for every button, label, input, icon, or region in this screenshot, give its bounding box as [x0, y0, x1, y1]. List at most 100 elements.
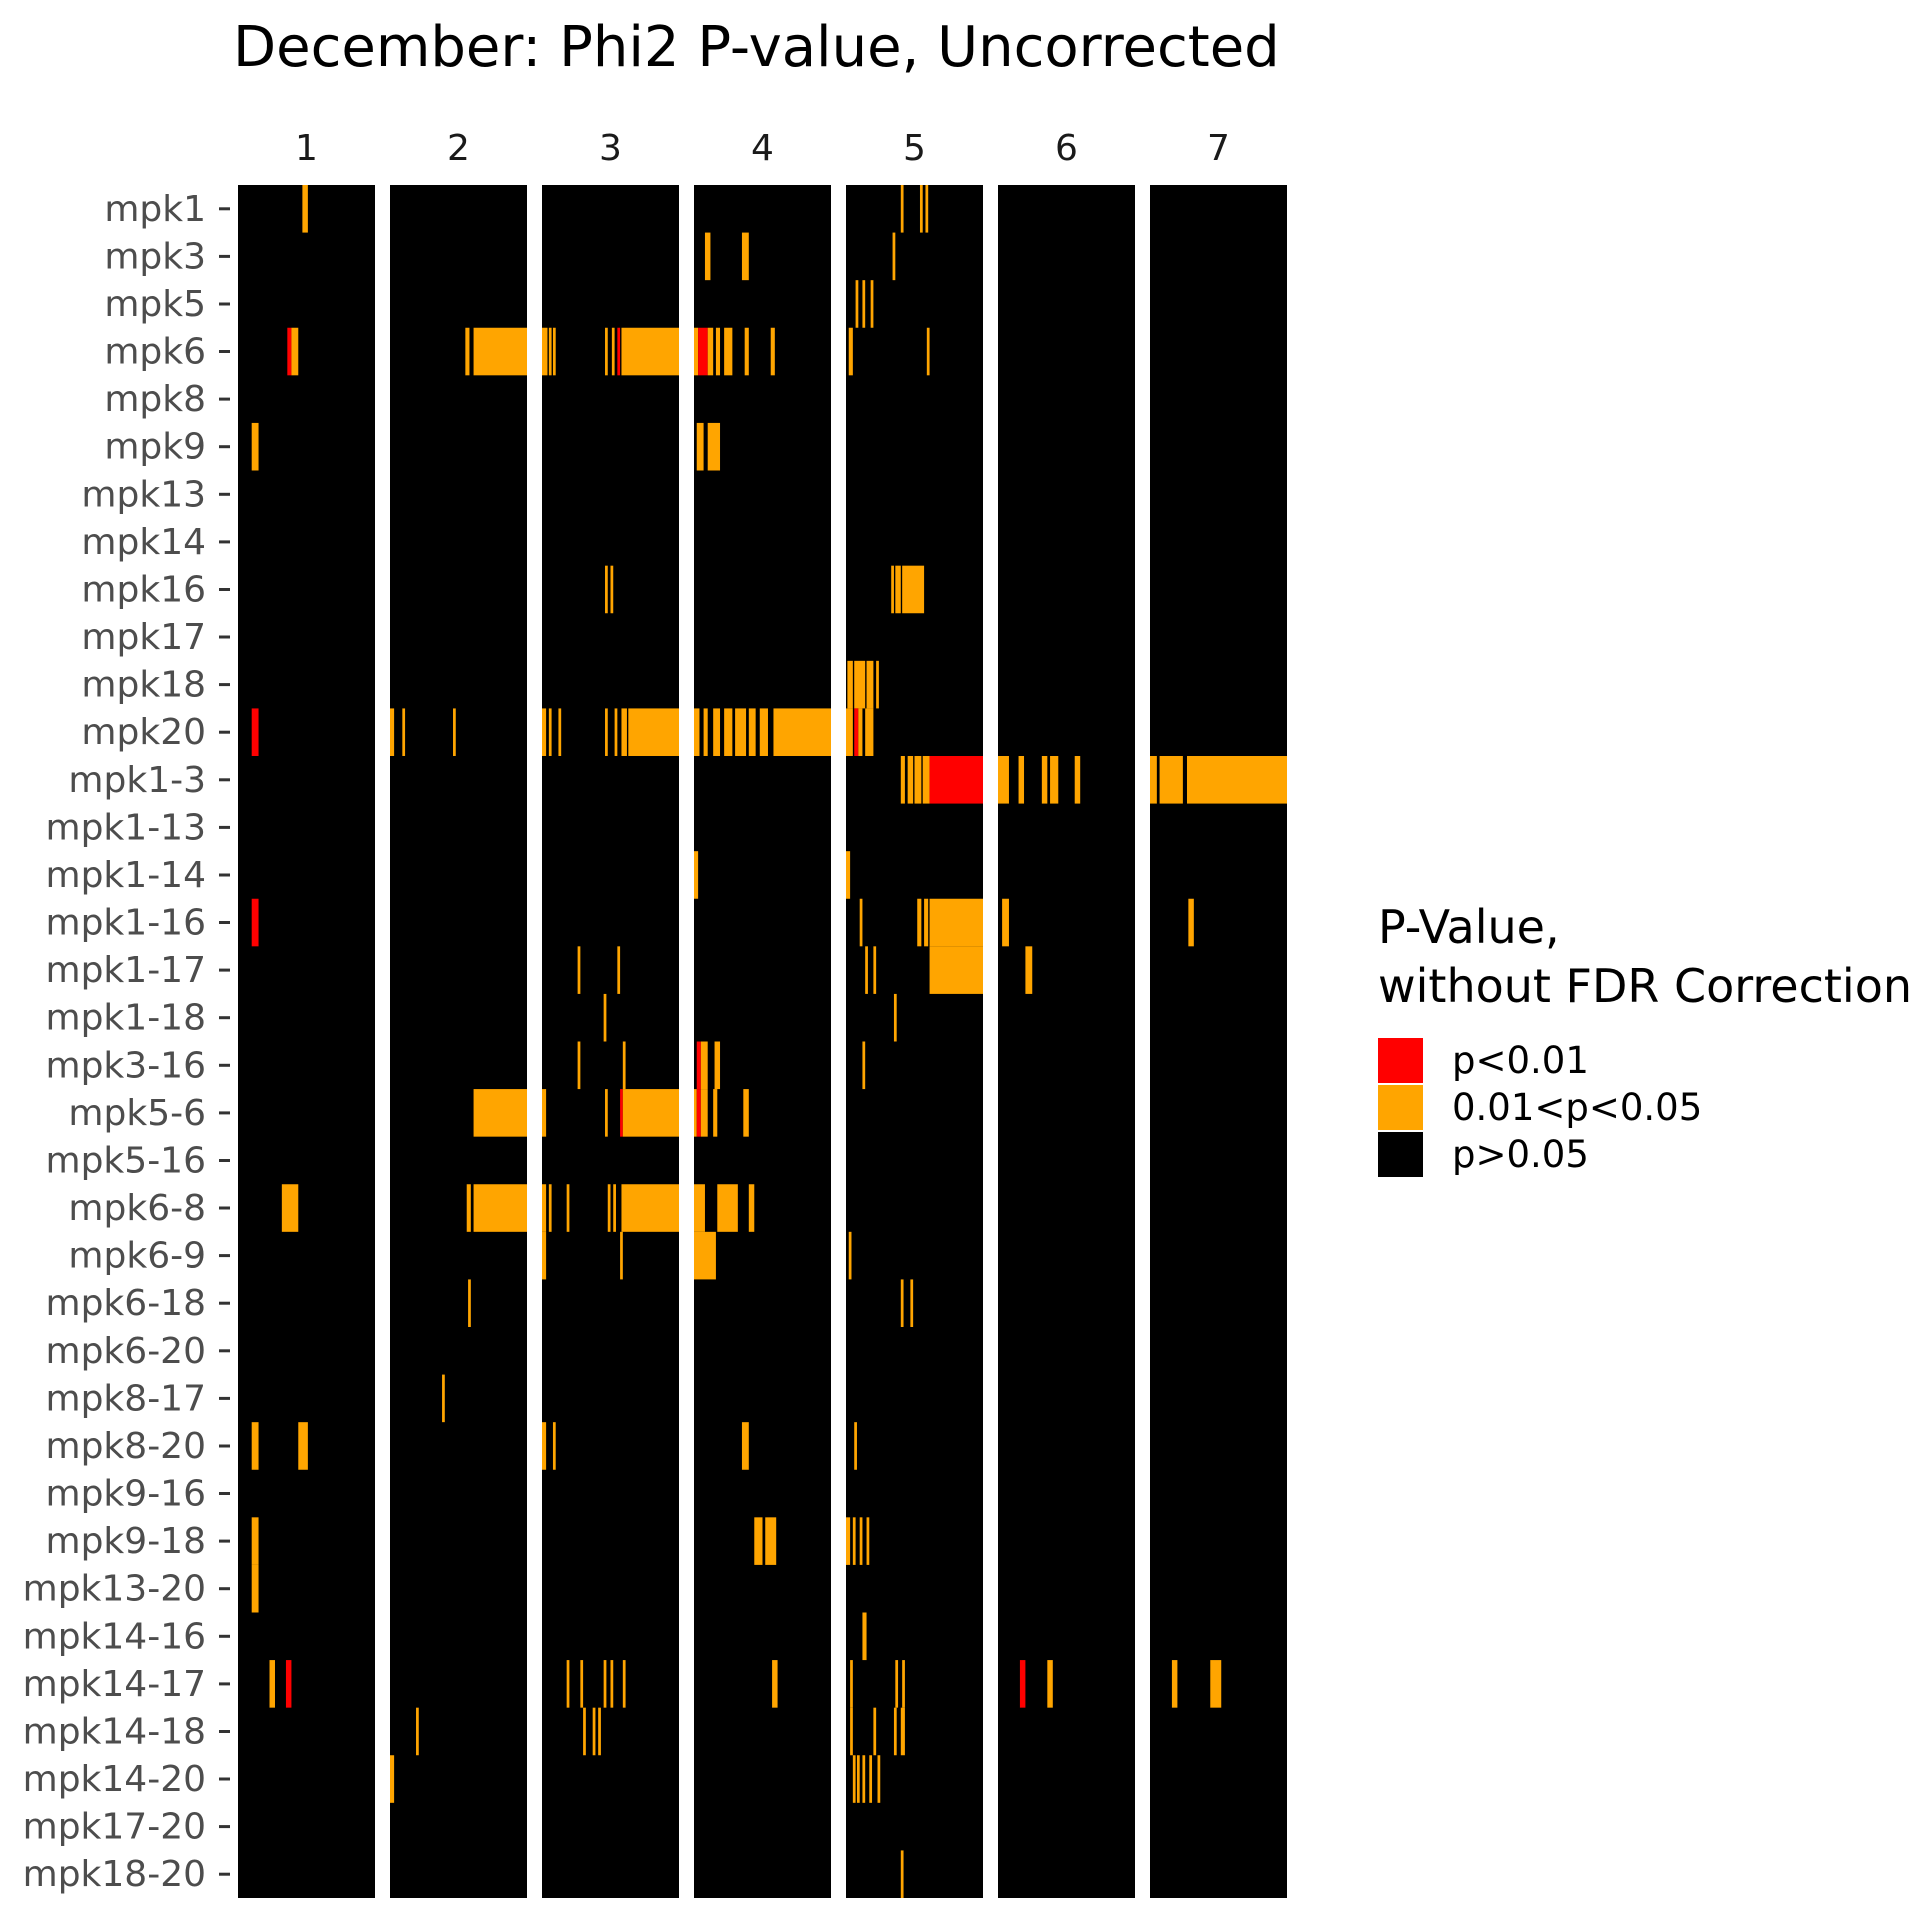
heatmap-cell	[900, 1279, 904, 1327]
heatmap-cell	[548, 1184, 552, 1232]
heatmap-cell	[713, 1089, 718, 1137]
heatmap-cell	[919, 185, 923, 233]
y-tick-label: mpk6-9	[68, 1236, 206, 1277]
heatmap-cell	[902, 565, 925, 614]
y-tick-label: mpk1-3	[68, 760, 206, 801]
heatmap-cell	[700, 1041, 708, 1090]
heatmap-cell	[281, 1184, 299, 1232]
y-tick-label: mpk14-18	[23, 1712, 206, 1753]
y-tick-label: mpk6	[104, 332, 206, 373]
heatmap-cell	[603, 993, 607, 1042]
heatmap-cell	[473, 1184, 527, 1232]
heatmap-cell	[770, 327, 775, 376]
y-tick-label: mpk5-16	[46, 1141, 206, 1182]
heatmap-cell	[850, 1707, 853, 1756]
heatmap-cell	[302, 185, 308, 233]
legend: P-Value, without FDR Correction p<0.010.…	[1378, 900, 1912, 1177]
heatmap-cell	[442, 1374, 445, 1423]
heatmap-cell	[856, 1755, 860, 1803]
heatmap-cell	[858, 708, 863, 756]
heatmap-cell	[251, 1517, 259, 1565]
facet-label: 5	[903, 128, 926, 169]
y-tick-label: mpk8-17	[46, 1378, 206, 1419]
y-tick-label: mpk1-14	[46, 855, 206, 896]
legend-label: p>0.05	[1452, 1133, 1589, 1176]
heatmap-cell	[580, 1660, 584, 1708]
facet-panel-7	[1150, 185, 1287, 1898]
heatmap-cell	[694, 1089, 697, 1137]
heatmap-cell	[754, 1517, 763, 1565]
heatmap-cell	[696, 422, 704, 471]
heatmap-cell	[848, 327, 853, 376]
heatmap-cell	[772, 1660, 778, 1708]
heatmap-cell	[251, 1422, 259, 1470]
heatmap-cell	[866, 660, 874, 709]
heatmap-cell	[694, 1231, 716, 1280]
heatmap-cell	[542, 1089, 547, 1137]
heatmap-cell	[1150, 756, 1157, 804]
heatmap-cell	[390, 1755, 395, 1803]
heatmap-cell	[854, 708, 859, 756]
heatmap-cell	[1002, 898, 1009, 947]
heatmap-cell	[892, 232, 896, 281]
heatmap-cell	[902, 1660, 905, 1708]
y-tick-label: mpk14-20	[23, 1759, 206, 1800]
heatmap-cell	[605, 327, 608, 376]
heatmap-cell	[865, 708, 874, 756]
heatmap-cell	[855, 280, 859, 328]
heatmap-cell	[577, 946, 581, 994]
heatmap-cell	[251, 1564, 259, 1613]
heatmap-cell	[748, 1184, 755, 1232]
legend-title-line2: without FDR Correction	[1378, 959, 1912, 1013]
heatmap-cell	[605, 1089, 608, 1137]
heatmap-cell	[924, 898, 929, 947]
heatmap-cell	[929, 898, 983, 947]
heatmap-cell	[714, 1041, 721, 1090]
heatmap-cell	[698, 327, 708, 376]
heatmap-cell	[621, 1184, 679, 1232]
heatmap-cell	[1186, 756, 1287, 804]
y-tick-label: mpk5-6	[68, 1093, 206, 1134]
heatmap-cell	[876, 660, 879, 709]
heatmap-cell	[552, 1422, 556, 1470]
heatmap-cell	[862, 280, 866, 328]
heatmap-cell	[1018, 756, 1025, 804]
heatmap-cell	[622, 1089, 679, 1137]
heatmap-cell	[694, 1184, 705, 1232]
heatmap-cell	[548, 327, 552, 376]
y-tick-label: mpk20	[81, 712, 206, 753]
heatmap-cell	[748, 708, 756, 756]
y-tick-label: mpk1-18	[46, 998, 206, 1039]
heatmap-cell	[741, 1422, 749, 1470]
heatmap-cell	[607, 1184, 611, 1232]
heatmap-cell	[773, 708, 831, 756]
heatmap-cell	[854, 660, 866, 709]
facet-label: 6	[1055, 128, 1078, 169]
facet-label: 1	[295, 128, 318, 169]
y-tick-label: mpk16	[81, 570, 206, 611]
heatmap-cell	[862, 1755, 866, 1803]
heatmap-cell	[465, 327, 470, 376]
heatmap-cell	[925, 185, 929, 233]
panel-background	[542, 185, 679, 1898]
y-tick-label: mpk14	[81, 522, 206, 563]
heatmap-cell	[891, 565, 894, 614]
y-tick-label: mpk13-20	[23, 1569, 206, 1610]
y-tick-label: mpk5	[104, 284, 206, 325]
heatmap-cell	[1159, 756, 1183, 804]
heatmap-cell	[715, 327, 721, 376]
legend-title-line1: P-Value,	[1378, 900, 1560, 954]
y-tick-label: mpk9	[104, 427, 206, 468]
heatmap-cell	[866, 1517, 870, 1565]
facet-panel-5	[846, 185, 983, 1898]
facet-panel-2	[390, 185, 527, 1898]
heatmap-cell	[929, 946, 983, 994]
heatmap-cell	[1019, 1660, 1026, 1708]
heatmap-cell	[847, 660, 853, 709]
heatmap-cell	[694, 851, 699, 899]
legend-swatch	[1378, 1132, 1423, 1177]
panel-background	[390, 185, 527, 1898]
heatmap-cell	[862, 1041, 866, 1090]
heatmap-cell	[542, 1422, 547, 1470]
